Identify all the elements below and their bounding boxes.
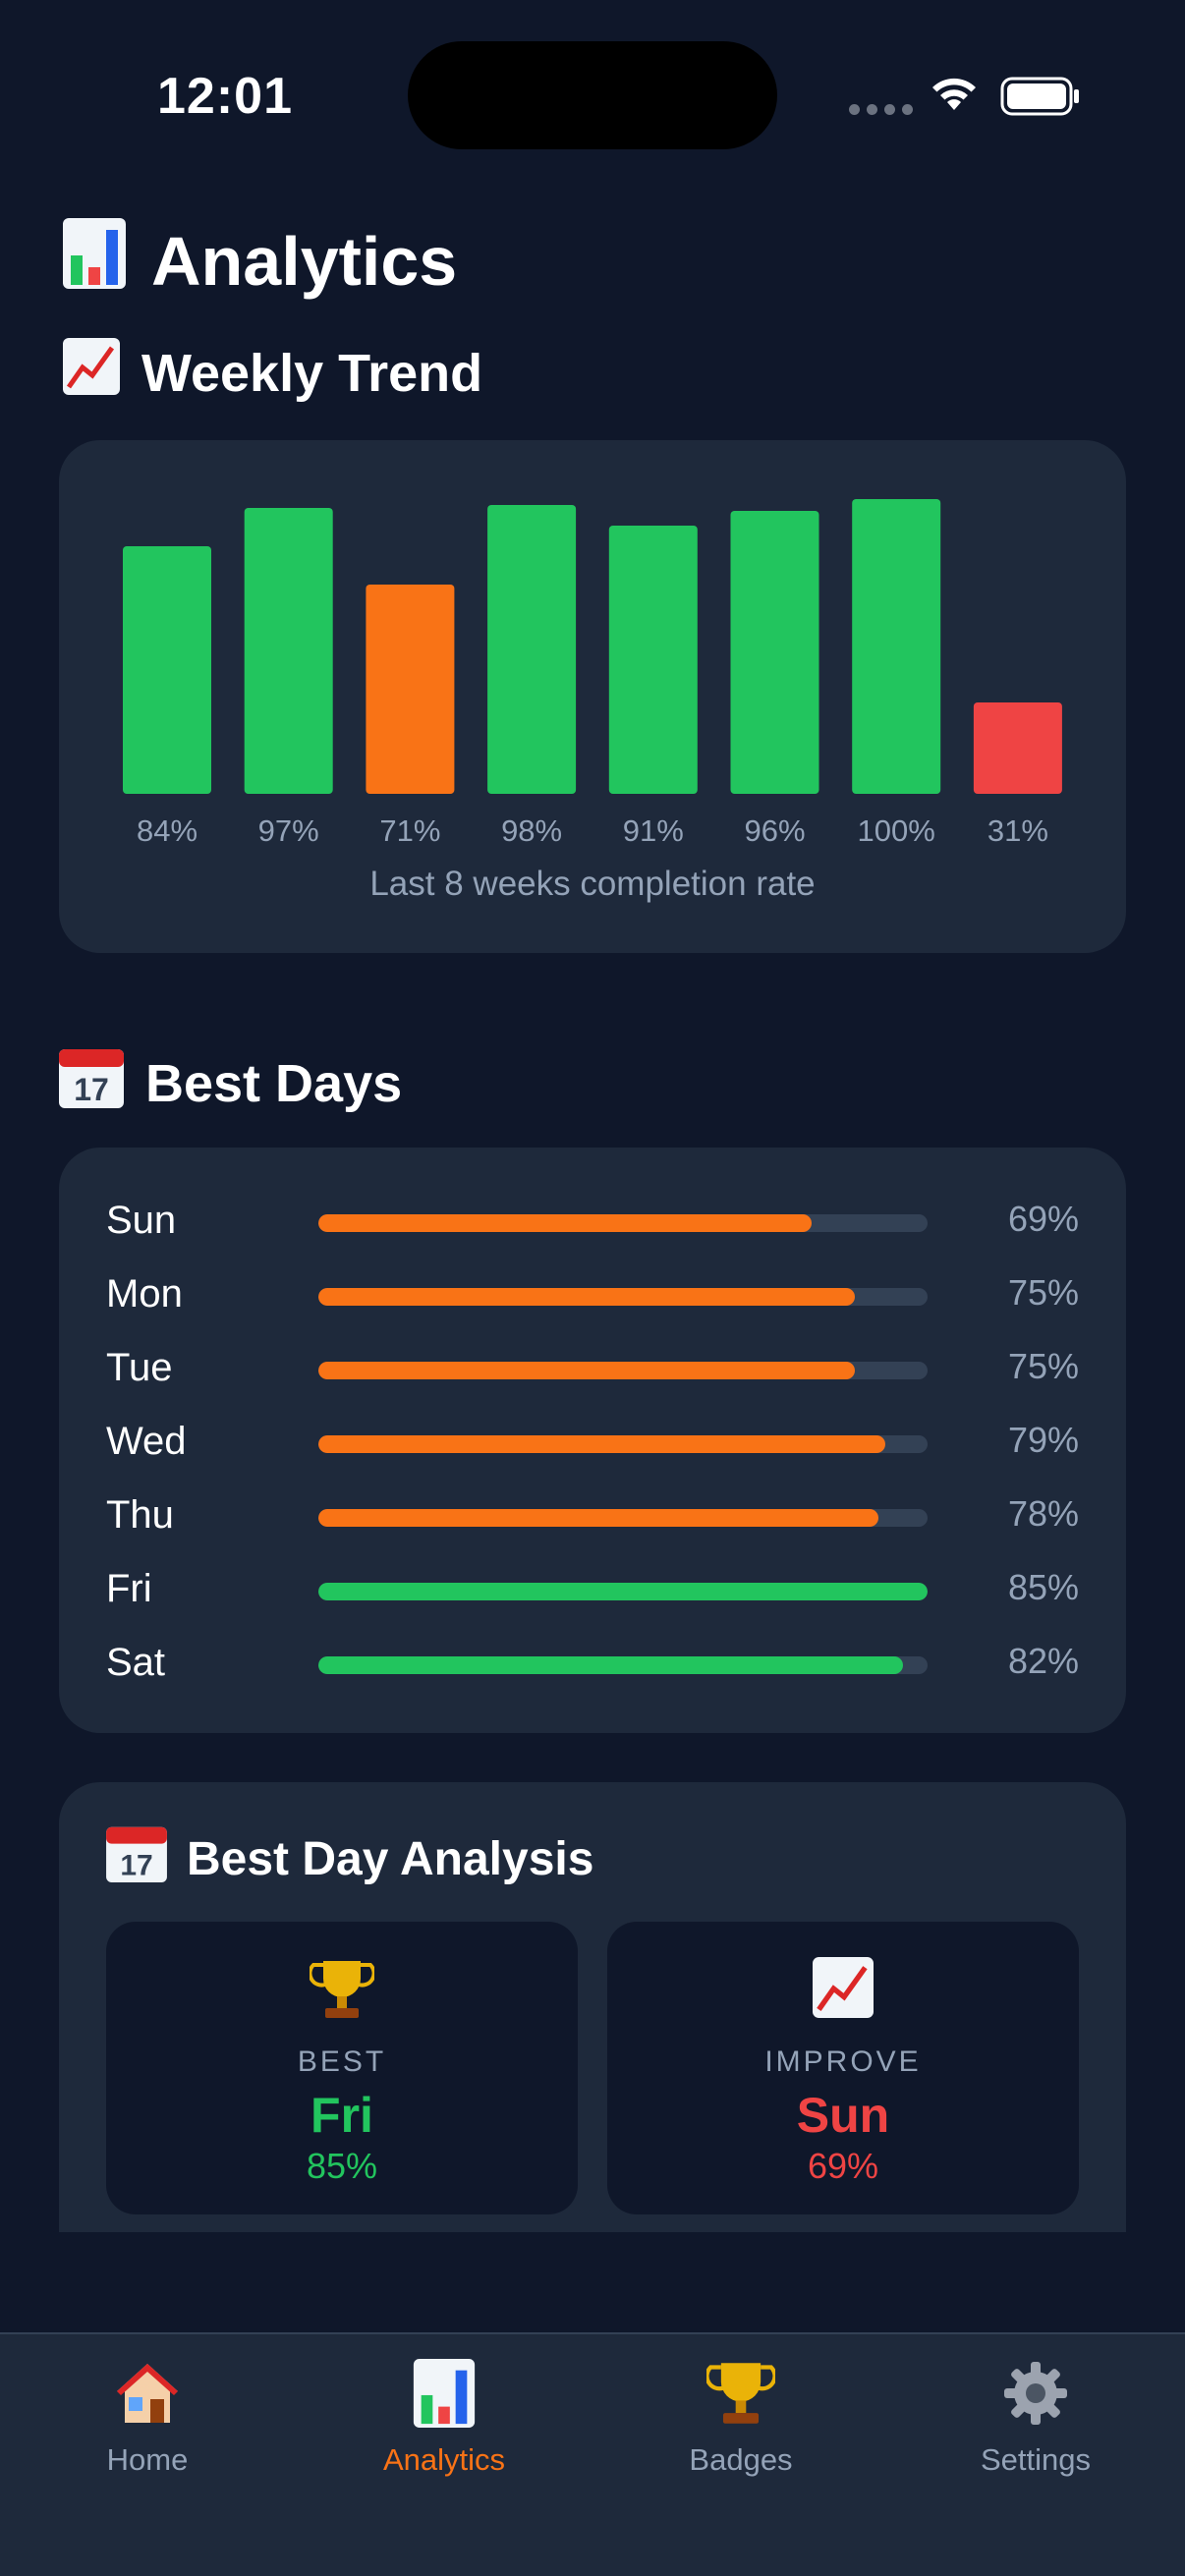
day-progress-fill [318,1288,855,1306]
day-percent: 75% [1007,1346,1079,1386]
chart-increasing-icon [63,338,120,408]
day-percent: 78% [1007,1493,1079,1534]
best-day-analysis-card: 17 Best Day Analysis BEST Fri [59,1782,1126,2232]
day-label: Sat [106,1641,166,1684]
tab-badges[interactable]: Badges [623,2358,859,2478]
improve-day-value: Sun [796,2088,890,2143]
best-days-card: Sun 69% Mon 75% Tue 75% Wed 79% Thu 78% Fri 85% Sat 8… [59,1148,1126,1733]
day-progress-fill [318,1509,879,1527]
weekly-trend-title: Weekly Trend [63,338,482,408]
trophy-icon [705,2359,777,2433]
trend-bar-label: 98% [501,813,562,848]
weekly-trend-card: 84% 97% 71% 98% 91% 96% 100% 31% Last 8 weeks c… [59,440,1126,953]
trend-bar [608,526,698,794]
trend-bar-label: 71% [379,813,440,848]
trend-bar [487,505,577,794]
best-day-box: BEST Fri 85% [106,1922,578,2214]
weekly-trend-title-text: Weekly Trend [141,343,483,403]
best-days-title: 17 Best Days [59,1045,402,1121]
dynamic-island [408,41,777,149]
day-row-thu: Thu 78% [106,1485,1079,1544]
best-label: BEST [297,2045,387,2078]
day-percent: 85% [1007,1567,1079,1607]
trend-bar [366,585,455,794]
day-label: Thu [106,1493,174,1537]
best-days-title-text: Best Days [145,1053,403,1113]
day-progress-track [318,1583,928,1600]
trend-bar-label: 96% [744,813,805,848]
trend-bar-label: 31% [988,813,1048,848]
day-progress-fill [318,1362,855,1379]
tab-bar: Home Analytics [0,2332,1185,2576]
chart-increasing-icon [813,1957,874,2023]
day-percent: 82% [1007,1641,1079,1681]
best-day-value: Fri [310,2088,373,2143]
day-progress-fill [318,1214,813,1232]
tab-analytics[interactable]: Analytics [326,2358,562,2478]
bar-chart-icon [63,218,126,305]
tab-settings[interactable]: Settings [918,2358,1154,2478]
trophy-icon [308,1957,376,2027]
day-label: Tue [106,1346,173,1389]
analysis-title-text: Best Day Analysis [187,1832,594,1885]
day-progress-track [318,1656,928,1674]
chart-caption: Last 8 weeks completion rate [369,865,816,903]
day-progress-fill [318,1435,885,1453]
day-progress-track [318,1214,928,1232]
day-label: Wed [106,1420,187,1463]
day-progress-track [318,1288,928,1306]
calendar-icon: 17 [59,1045,124,1121]
day-progress-fill [318,1656,904,1674]
trend-bar-label: 84% [137,813,198,848]
day-label: Fri [106,1567,152,1610]
status-time: 12:01 [157,68,293,125]
page-title: Analytics [63,218,457,305]
day-row-wed: Wed 79% [106,1412,1079,1471]
wifi-icon [928,75,981,119]
day-row-fri: Fri 85% [106,1559,1079,1618]
tab-analytics-label: Analytics [382,2442,506,2477]
weekly-trend-chart: 84% 97% 71% 98% 91% 96% 100% 31% [123,499,1062,848]
house-icon [113,2360,182,2432]
day-label: Mon [106,1272,183,1316]
improve-label: IMPROVE [764,2045,922,2078]
battery-icon [1000,77,1081,121]
trend-bar-label: 100% [858,813,935,848]
day-row-tue: Tue 75% [106,1338,1079,1397]
day-percent: 69% [1007,1199,1079,1239]
improve-day-percent: 69% [807,2146,879,2186]
tab-home[interactable]: Home [29,2358,265,2478]
day-progress-track [318,1435,928,1453]
day-percent: 75% [1007,1272,1079,1313]
page-title-text: Analytics [151,223,458,300]
trend-bar [244,508,333,794]
calendar-icon: 17 [106,1823,167,1894]
trend-bar [730,511,819,794]
trend-bar [973,702,1062,794]
trend-bar-label: 97% [258,813,319,848]
day-progress-fill [318,1583,928,1600]
day-row-sun: Sun 69% [106,1191,1079,1250]
svg-text:17: 17 [74,1072,109,1107]
best-day-percent: 85% [306,2146,378,2186]
day-progress-track [318,1509,928,1527]
tab-settings-label: Settings [980,2442,1091,2477]
tab-badges-label: Badges [689,2442,793,2477]
gear-icon [1002,2360,1069,2432]
cellular-signal-icon [849,104,913,115]
day-row-sat: Sat 82% [106,1633,1079,1692]
tab-home-label: Home [106,2442,189,2477]
day-progress-track [318,1362,928,1379]
trend-bar-label: 91% [623,813,684,848]
trend-bar [123,546,211,794]
day-label: Sun [106,1199,177,1242]
analysis-title: 17 Best Day Analysis [106,1823,593,1894]
improve-day-box: IMPROVE Sun 69% [607,1922,1079,2214]
bar-chart-icon [413,2358,476,2433]
trend-bar [852,499,941,794]
day-row-mon: Mon 75% [106,1264,1079,1323]
day-percent: 79% [1007,1420,1079,1460]
svg-text:17: 17 [120,1850,152,1882]
